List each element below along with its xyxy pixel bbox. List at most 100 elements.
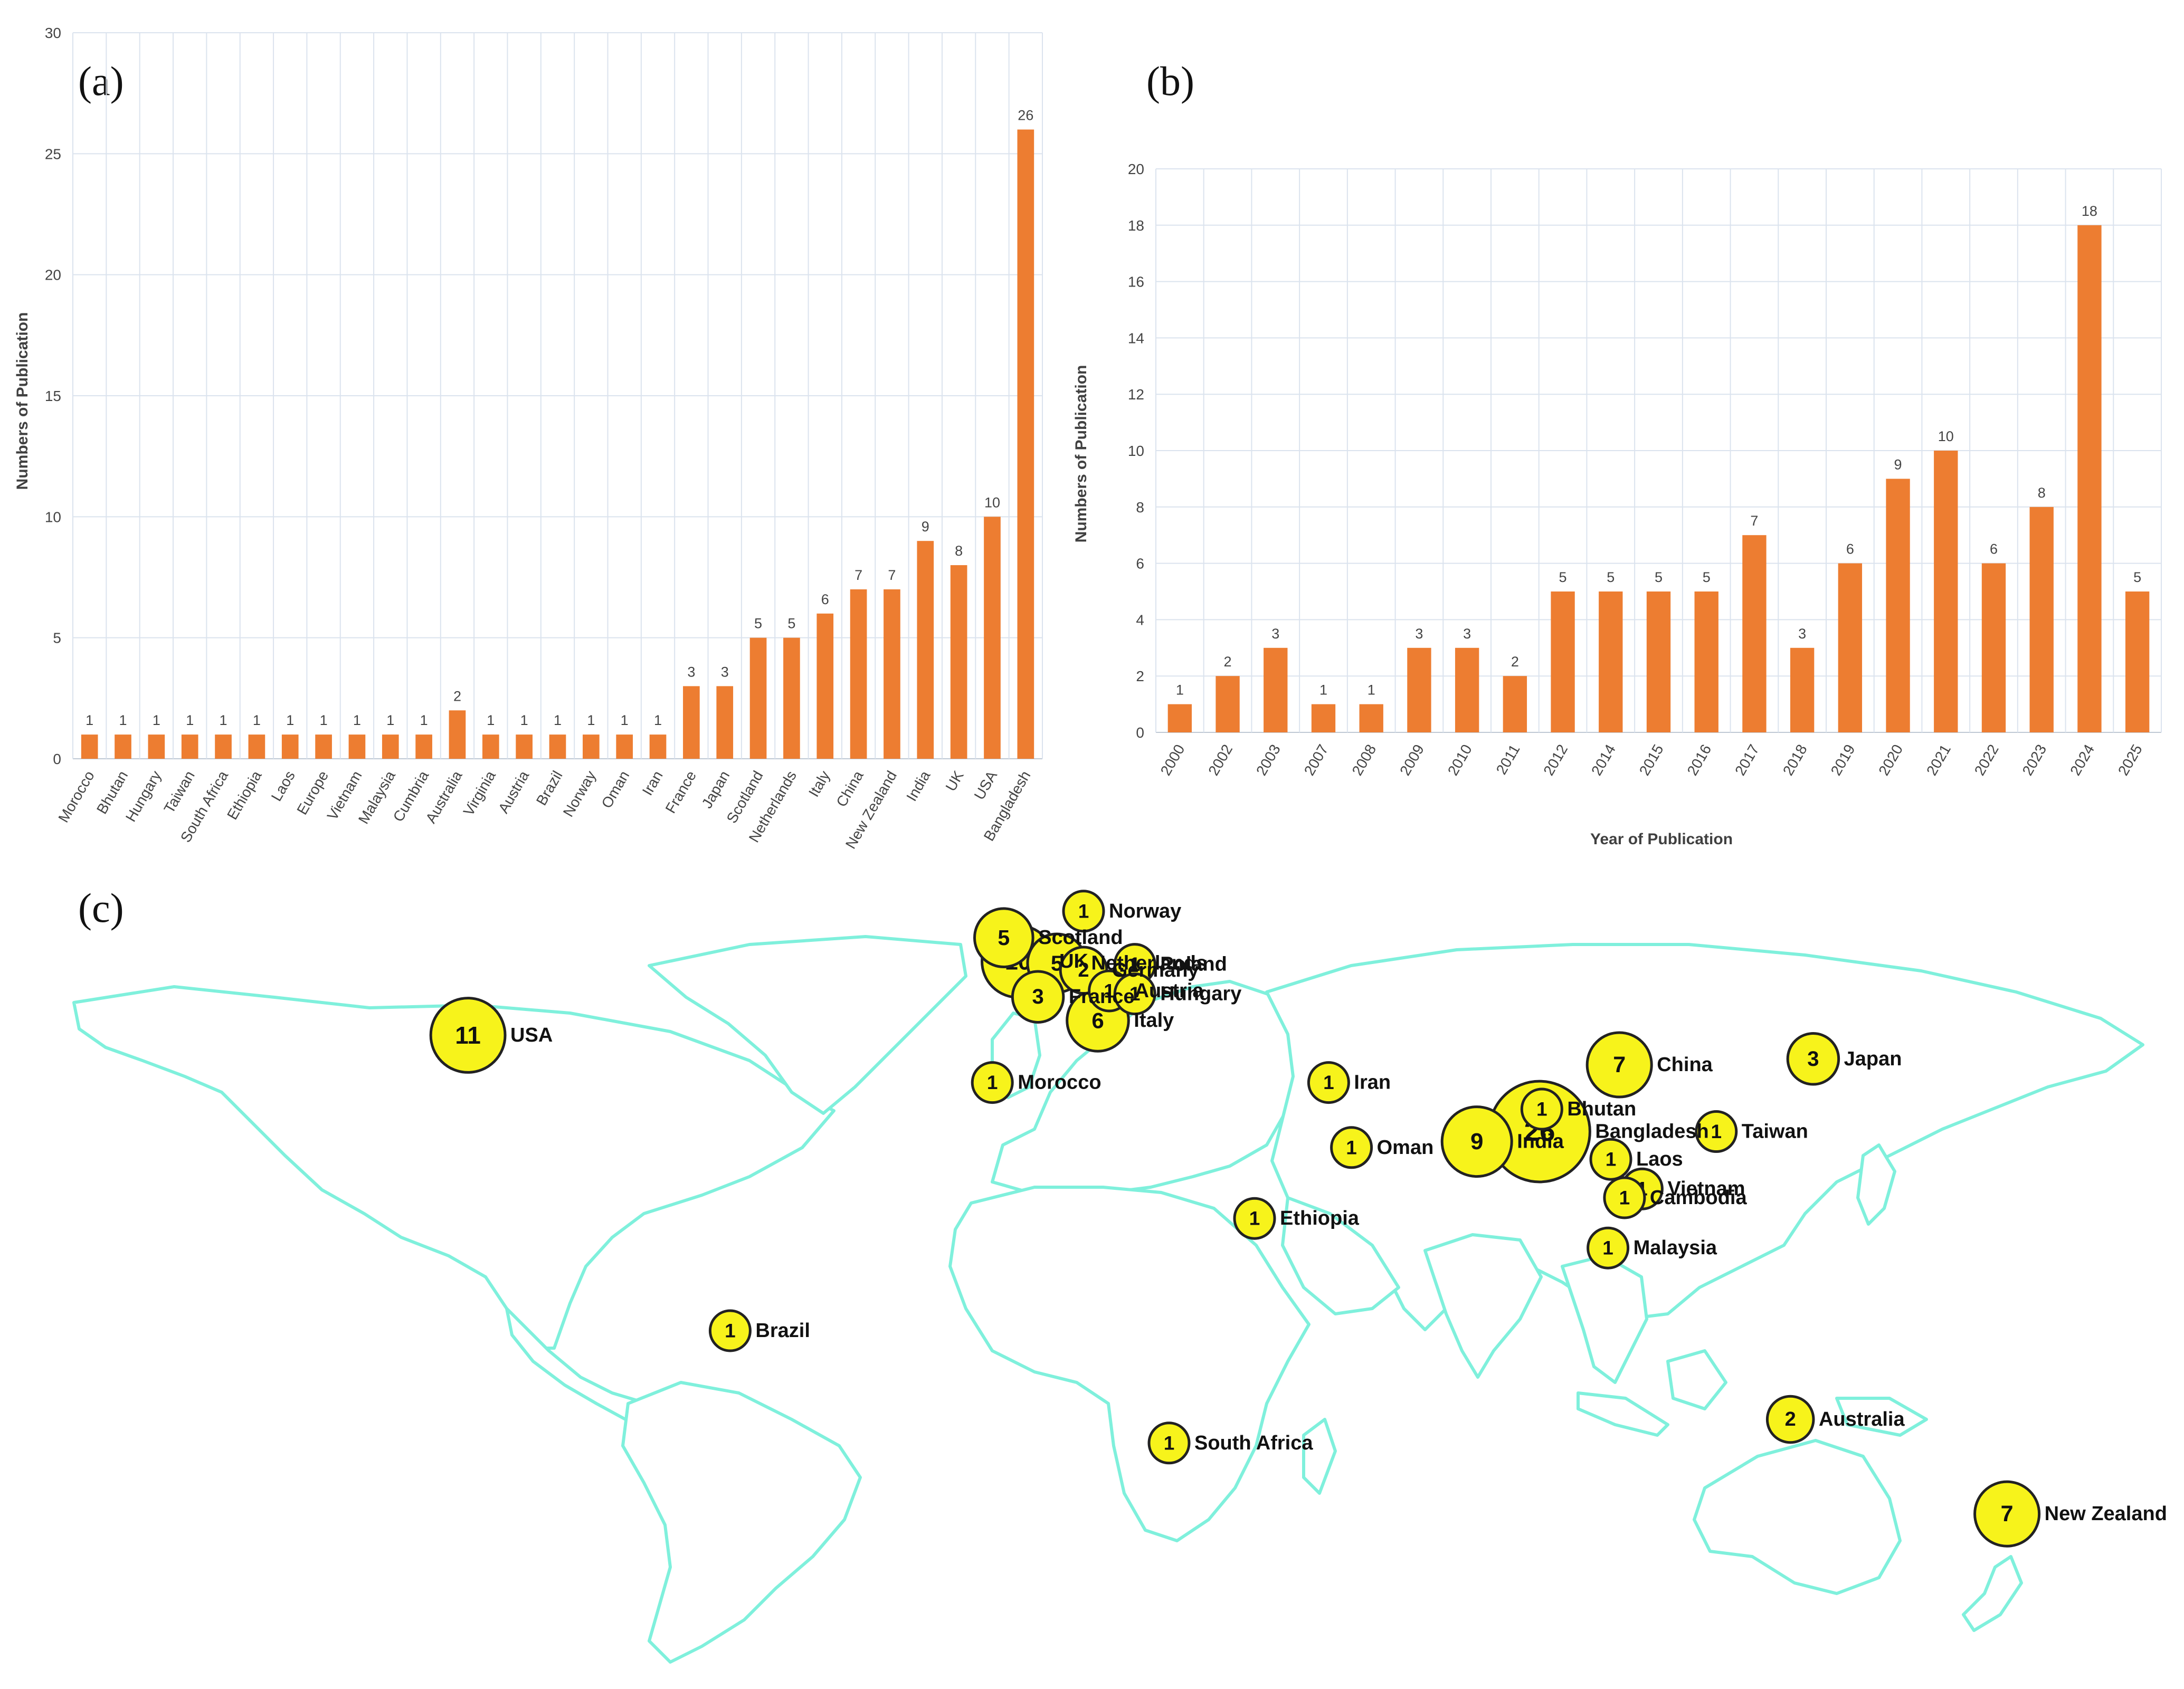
bar-2024 (2077, 225, 2102, 732)
country-label-malaysia: Malaysia (1634, 1237, 1717, 1259)
x-tick-label-morocco: Morocco (55, 768, 98, 825)
country-label-austria: Austria (1135, 980, 1204, 1002)
bubble-malaysia (1587, 1226, 1630, 1270)
x-tick-label-2012: 2012 (1540, 742, 1571, 778)
x-tick-label-austria: Austria (495, 768, 533, 816)
data-label-new-zealand: 7 (888, 567, 896, 583)
country-label-china: China (1657, 1054, 1713, 1076)
x-tick-label-oman: Oman (598, 768, 632, 812)
data-label-2009: 3 (1415, 626, 1423, 642)
bar-cumbria (415, 734, 432, 759)
panel-label-c: (c) (78, 885, 124, 931)
country-label-new-zealand: New Zealand (2045, 1503, 2167, 1525)
bubble-ethiopia (1233, 1197, 1276, 1240)
x-tick-label-2010: 2010 (1445, 742, 1475, 778)
x-tick-label-europe: Europe (293, 768, 331, 818)
x-tick-label-iran: Iran (639, 768, 666, 798)
bar-2017 (1742, 535, 1767, 732)
x-tick-label-2025: 2025 (2115, 742, 2145, 778)
country-label-oman: Oman (1377, 1137, 1434, 1159)
bar-malaysia (382, 734, 399, 759)
bubble-brazil (708, 1309, 752, 1352)
bubble-hungary (1113, 972, 1156, 1016)
bubble-value-germany: 2 (1078, 959, 1089, 981)
bar-2020 (1886, 479, 1910, 732)
chart-b-y-axis-title: Numbers of Publication (1072, 365, 1090, 543)
bubble-oman (1330, 1126, 1373, 1169)
bubbles: 26111097765533221111111111111111 (429, 890, 2041, 1548)
x-tick-label-2018: 2018 (1780, 742, 1810, 778)
landmass-indonesia (1577, 1391, 1669, 1437)
bubble-value-bhutan: 1 (1536, 1099, 1547, 1120)
bar-austria (516, 734, 533, 759)
y-tick-label: 12 (1128, 386, 1144, 403)
bubble-value-austria: 1 (1104, 980, 1115, 1002)
bubble-value-japan: 3 (1807, 1047, 1819, 1071)
data-label-austria: 1 (520, 712, 528, 728)
bar-2012 (1551, 591, 1575, 732)
landmass-japan (1856, 1143, 1896, 1226)
x-tick-label-2009: 2009 (1397, 742, 1427, 778)
bubble-value-laos: 1 (1606, 1149, 1617, 1170)
data-label-morocco: 1 (86, 712, 93, 728)
bar-2025 (2125, 591, 2150, 732)
data-label-2020: 9 (1894, 456, 1902, 472)
x-tick-label-japan: Japan (698, 768, 733, 812)
country-label-usa: USA (510, 1024, 553, 1046)
country-label-ethiopia: Ethiopia (1280, 1207, 1360, 1229)
landmass-indian-subcontinent (1423, 1233, 1543, 1379)
bubble-value-ethiopia: 1 (1249, 1208, 1260, 1229)
x-tick-label-2020: 2020 (1875, 742, 1906, 778)
bubble-value-hungary: 1 (1129, 983, 1141, 1005)
bubble-japan (1786, 1032, 1840, 1086)
chart-a-bars (81, 129, 1034, 759)
x-tick-label-2016: 2016 (1684, 742, 1714, 778)
bar-2002 (1216, 676, 1240, 732)
bubble-australia (1765, 1395, 1815, 1444)
bar-italy (816, 613, 834, 759)
data-label-2016: 5 (1703, 569, 1711, 585)
landmass-southeast-asia (1561, 1254, 1648, 1384)
bubble-norway (1062, 890, 1105, 933)
data-label-bhutan: 1 (119, 712, 127, 728)
data-label-2015: 5 (1655, 569, 1663, 585)
country-label-france: France (1069, 986, 1135, 1008)
data-label-virginia: 1 (487, 712, 495, 728)
data-label-2011: 2 (1511, 654, 1519, 670)
chart-c-map: (c) (72, 885, 2167, 1664)
x-tick-label-italy: Italy (805, 768, 833, 800)
x-tick-label-2023: 2023 (2019, 742, 2049, 778)
bubble-value-italy: 6 (1091, 1008, 1104, 1033)
bubble-scotland (973, 907, 1034, 969)
x-tick-label-france: France (662, 768, 699, 816)
y-tick-label: 15 (45, 388, 61, 404)
landmass-south-america (621, 1381, 862, 1664)
bar-australia (449, 710, 466, 759)
bar-2014 (1599, 591, 1623, 732)
country-label-india: India (1517, 1131, 1564, 1153)
x-tick-label-2019: 2019 (1828, 742, 1858, 778)
bubble-new-zealand (1973, 1480, 2041, 1548)
bubble-bhutan (1520, 1087, 1563, 1131)
bubble-value-norway: 1 (1078, 900, 1089, 922)
data-label-2024: 18 (2082, 203, 2097, 219)
landmass-north-america (72, 985, 835, 1350)
data-label-norway: 1 (587, 712, 595, 728)
x-tick-label-brazil: Brazil (533, 768, 566, 808)
y-tick-label: 20 (45, 267, 61, 283)
y-tick-label: 18 (1128, 217, 1144, 234)
data-label-2018: 3 (1798, 626, 1806, 642)
country-label-taiwan: Taiwan (1742, 1121, 1808, 1143)
bar-bangladesh (1017, 129, 1034, 759)
country-label-australia: Australia (1819, 1408, 1905, 1430)
bar-norway (583, 734, 600, 759)
bubble-value-scotland: 5 (998, 925, 1010, 950)
data-label-usa: 10 (984, 494, 1000, 510)
country-label-japan: Japan (1844, 1048, 1902, 1070)
landmass-greenland (648, 935, 967, 1115)
bar-2022 (1981, 563, 2006, 732)
y-tick-label: 25 (45, 146, 61, 162)
x-tick-label-virginia: Virginia (460, 768, 499, 818)
bar-morocco (81, 734, 98, 759)
country-label-brazil: Brazil (755, 1320, 810, 1342)
